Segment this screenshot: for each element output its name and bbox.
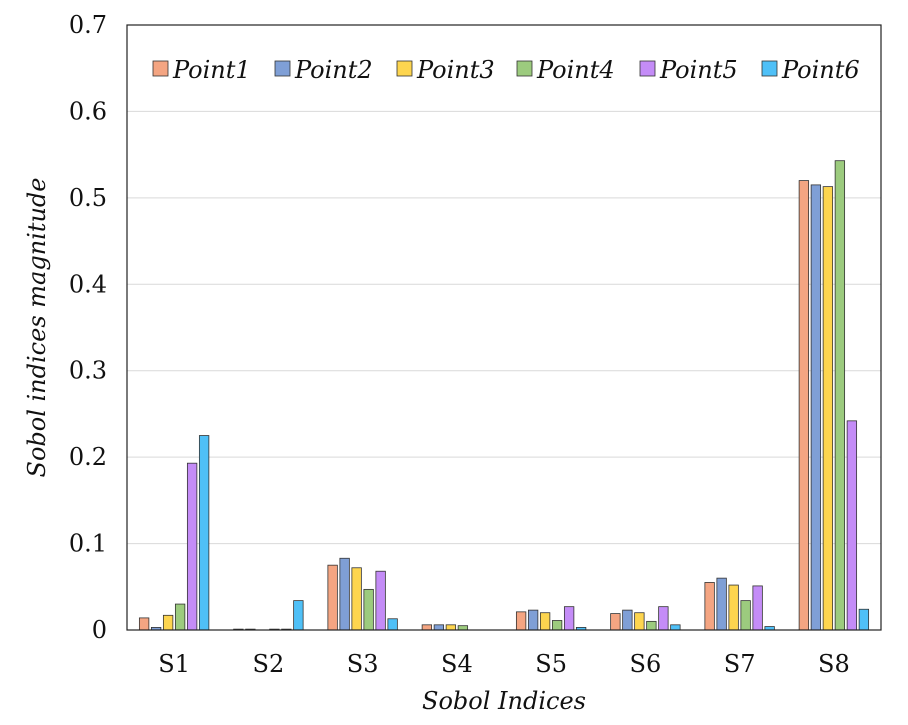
- x-tick-label: S6: [630, 650, 662, 678]
- legend-label-point5: Point5: [659, 56, 738, 84]
- legend-swatch-point3: [396, 60, 413, 77]
- bar-s6-point1: [610, 613, 621, 631]
- bar-s7-point4: [740, 600, 751, 631]
- bar-s6-point5: [658, 606, 669, 631]
- y-tick-label: 0.2: [69, 443, 107, 471]
- y-tick-label: 0.5: [69, 184, 107, 212]
- y-axis-title: Sobol indices magnitude: [23, 178, 51, 478]
- bar-s8-point6: [858, 608, 870, 631]
- bar-s4-point2: [433, 624, 445, 631]
- legend-swatch-point4: [516, 60, 533, 77]
- legend-swatch-point6: [761, 60, 778, 77]
- bar-s4-point1: [421, 624, 433, 631]
- bar-s5-point2: [527, 609, 539, 631]
- legend-label-point3: Point3: [416, 56, 495, 84]
- bar-s7-point1: [704, 582, 715, 631]
- bar-s4-point4: [457, 625, 469, 631]
- bar-s2-point6: [293, 600, 304, 631]
- x-tick-label: S7: [724, 650, 756, 678]
- legend: Point1 Point2 Point3 Point4 Point5 Point6: [152, 56, 860, 84]
- x-tick-labels: S1 S2 S3 S4 S5 S6 S7 S8: [158, 650, 849, 678]
- y-tick-label: 0.1: [69, 530, 107, 558]
- bar-s5-point4: [551, 620, 563, 631]
- grid-lines: [127, 110, 881, 545]
- legend-label-point2: Point2: [294, 56, 373, 84]
- y-tick-label: 0.4: [69, 270, 107, 298]
- bar-s8-point1: [798, 180, 810, 631]
- x-tick-label: S2: [253, 650, 285, 678]
- bar-s3-point4: [363, 588, 374, 631]
- bar-s7-point3: [728, 584, 739, 631]
- legend-label-point4: Point4: [536, 56, 615, 84]
- bar-s7-point5: [752, 585, 763, 631]
- y-tick-labels: 0 0.1 0.2 0.3 0.4 0.5 0.6 0.7: [69, 11, 107, 644]
- bar-s5-point1: [515, 611, 527, 631]
- bar-s5-point3: [539, 612, 551, 631]
- legend-swatch-point1: [152, 60, 169, 77]
- x-tick-label: S1: [158, 650, 190, 678]
- bar-s8-point2: [810, 184, 822, 631]
- bar-s3-point1: [327, 564, 338, 631]
- bar-s8-point3: [822, 186, 834, 631]
- y-tick-label: 0.7: [69, 11, 107, 39]
- legend-label-point6: Point6: [781, 56, 860, 84]
- y-tick-label: 0: [92, 616, 107, 644]
- bar-s1-point4: [174, 603, 186, 631]
- legend-swatch-point2: [274, 60, 291, 77]
- bar-s4-point3: [445, 624, 457, 631]
- bar-s8-point4: [834, 160, 846, 631]
- bar-s1-point1: [138, 617, 150, 631]
- y-tick-label: 0.3: [69, 357, 107, 385]
- bar-s7-point2: [716, 577, 727, 631]
- x-tick-label: S3: [347, 650, 379, 678]
- bar-s3-point6: [387, 618, 398, 631]
- bar-s1-point3: [162, 614, 174, 631]
- y-tick-label: 0.6: [69, 97, 107, 125]
- bar-s3-point2: [339, 557, 350, 631]
- x-tick-label: S8: [818, 650, 850, 678]
- bar-s5-point5: [563, 606, 575, 631]
- bar-s1-point5: [186, 462, 198, 631]
- legend-label-point1: Point1: [172, 56, 251, 84]
- bars: [138, 160, 870, 631]
- bar-s3-point5: [375, 570, 386, 631]
- x-tick-label: S4: [441, 650, 473, 678]
- legend-swatch-point5: [639, 60, 656, 77]
- x-axis-title: Sobol Indices: [422, 687, 586, 715]
- bar-s6-point4: [646, 620, 657, 631]
- bar-s6-point6: [670, 624, 681, 631]
- bar-s1-point6: [198, 435, 210, 631]
- plot-frame: [126, 24, 882, 631]
- bar-s6-point2: [622, 609, 633, 631]
- x-tick-label: S5: [535, 650, 567, 678]
- bar-s8-point5: [846, 420, 858, 631]
- bar-s6-point3: [634, 612, 645, 631]
- bar-s3-point3: [351, 567, 362, 631]
